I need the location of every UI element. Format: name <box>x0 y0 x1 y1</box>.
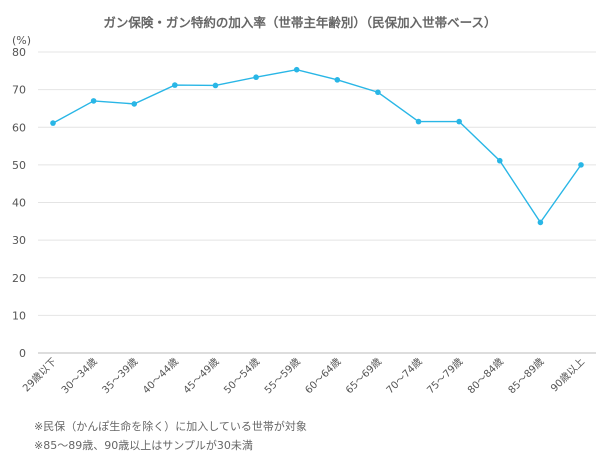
series-layer <box>50 66 584 226</box>
y-tick-label-40: 40 <box>12 197 26 210</box>
data-point-8 <box>375 89 381 96</box>
data-point-0 <box>50 120 56 126</box>
y-tick-label-70: 70 <box>12 84 26 97</box>
footnote-sample-size: ※85～89歳、90歳以上はサンプルが30未満 <box>34 439 253 452</box>
y-tick-label-80: 80 <box>12 46 26 59</box>
data-point-1 <box>90 98 97 104</box>
data-point-5 <box>253 74 259 81</box>
x-tick-label-0: 29歳以下 <box>20 356 59 395</box>
x-tick-label-11: 80～84歳 <box>465 356 506 397</box>
data-point-6 <box>293 66 300 73</box>
series-line-0 <box>52 68 582 224</box>
y-tick-label-60: 60 <box>12 121 26 134</box>
x-tick-label-13: 90歳以上 <box>548 356 587 395</box>
y-tick-label-20: 20 <box>12 272 26 285</box>
x-tick-label-12: 85～89歳 <box>506 356 547 397</box>
x-tick-labels: 29歳以下 30～34歳 35～39歳 40～44歳 45～49歳 50～54歳 55～59… <box>20 356 587 397</box>
x-tick-label-6: 55～59歳 <box>262 356 303 397</box>
y-tick-label-10: 10 <box>12 309 26 322</box>
chart-title: ガン保険・ガン特約の加入率（世帯主年齢別）（民保加入世帯ベース） <box>103 15 497 30</box>
x-tick-label-7: 60～64歳 <box>303 356 344 397</box>
x-tick-label-10: 75～79歳 <box>425 356 466 397</box>
data-point-7 <box>334 77 341 83</box>
data-point-3 <box>172 82 178 88</box>
grid-lines <box>38 51 596 354</box>
x-tick-label-1: 30～34歳 <box>59 356 100 397</box>
footnote-sample-scope: ※民保（かんぽ生命を除く）に加入している世帯が対象 <box>34 420 307 433</box>
data-point-4 <box>212 82 219 89</box>
x-tick-label-2: 35～39歳 <box>100 356 141 397</box>
x-tick-label-3: 40～44歳 <box>140 356 181 397</box>
y-tick-label-50: 50 <box>12 159 26 172</box>
data-point-11 <box>496 157 503 164</box>
data-point-9 <box>415 118 422 125</box>
y-tick-label-30: 30 <box>12 234 26 247</box>
data-point-13 <box>578 162 584 168</box>
data-point-2 <box>131 101 138 107</box>
data-point-12 <box>537 219 544 226</box>
y-tick-labels: 0 10 20 30 40 50 60 70 80 <box>12 46 26 360</box>
y-axis-unit-label: (%) <box>12 34 32 47</box>
x-tick-label-9: 70～74歳 <box>384 356 425 397</box>
data-point-10 <box>456 118 462 125</box>
x-tick-label-5: 50～54歳 <box>222 356 263 397</box>
x-tick-label-4: 45～49歳 <box>181 356 222 397</box>
y-tick-label-0: 0 <box>19 347 26 360</box>
x-tick-label-8: 65～69歳 <box>343 356 384 397</box>
